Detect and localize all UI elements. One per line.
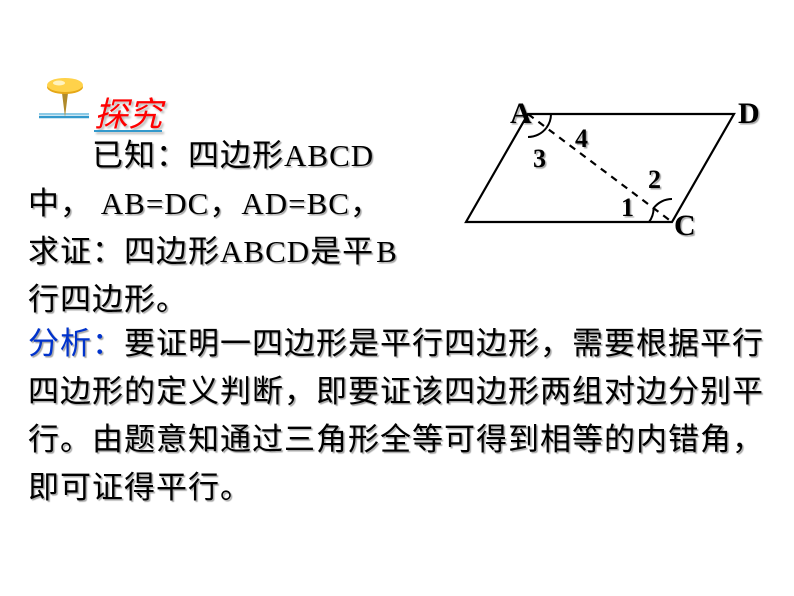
analysis-body: 要证明一四边形是平行四边形，需要根据平行四边形的定义判断，即要证该四边形两组对边… bbox=[28, 326, 764, 505]
slide: 探究 已知：四边形ABCD 中， AB=DC，AD=BC， 求证：四边形ABCD… bbox=[0, 0, 794, 596]
angle-1: 1 bbox=[621, 193, 634, 223]
eq1: AB=DC bbox=[101, 186, 210, 221]
prove-prefix: 求证：四边形 bbox=[28, 234, 220, 269]
analysis-block: 分析：要证明一四边形是平行四边形，需要根据平行四边形的定义判断，即要证该四边形两… bbox=[28, 320, 768, 512]
parallelogram-diagram: A D C 3 4 1 2 bbox=[448, 92, 788, 267]
vertex-d: D bbox=[738, 97, 760, 131]
problem-statement: 已知：四边形ABCD 中， AB=DC，AD=BC， 求证：四边形ABCD是平B… bbox=[28, 132, 468, 324]
analysis-label: 分析： bbox=[28, 326, 124, 361]
pushpin-icon bbox=[34, 75, 94, 125]
section-title: 探究 bbox=[94, 87, 162, 136]
prove-line4: 行四边形。 bbox=[28, 282, 188, 317]
angle-4: 4 bbox=[575, 124, 588, 154]
abcd-2: ABCD bbox=[220, 234, 310, 269]
b-overflow: B bbox=[376, 234, 398, 269]
title-text: 探究 bbox=[94, 97, 162, 134]
angle-2: 2 bbox=[648, 165, 661, 195]
vertex-a: A bbox=[510, 97, 532, 131]
comma1: ， bbox=[209, 186, 241, 221]
prove-suffix: 是平 bbox=[310, 234, 374, 269]
vertex-c: C bbox=[674, 209, 696, 243]
angle-3: 3 bbox=[533, 144, 546, 174]
given-mid: 中， bbox=[28, 186, 92, 221]
eq2: AD=BC bbox=[241, 186, 350, 221]
comma2: ， bbox=[350, 186, 382, 221]
given-prefix: 已知：四边形 bbox=[92, 138, 284, 173]
abcd-1: ABCD bbox=[284, 138, 374, 173]
